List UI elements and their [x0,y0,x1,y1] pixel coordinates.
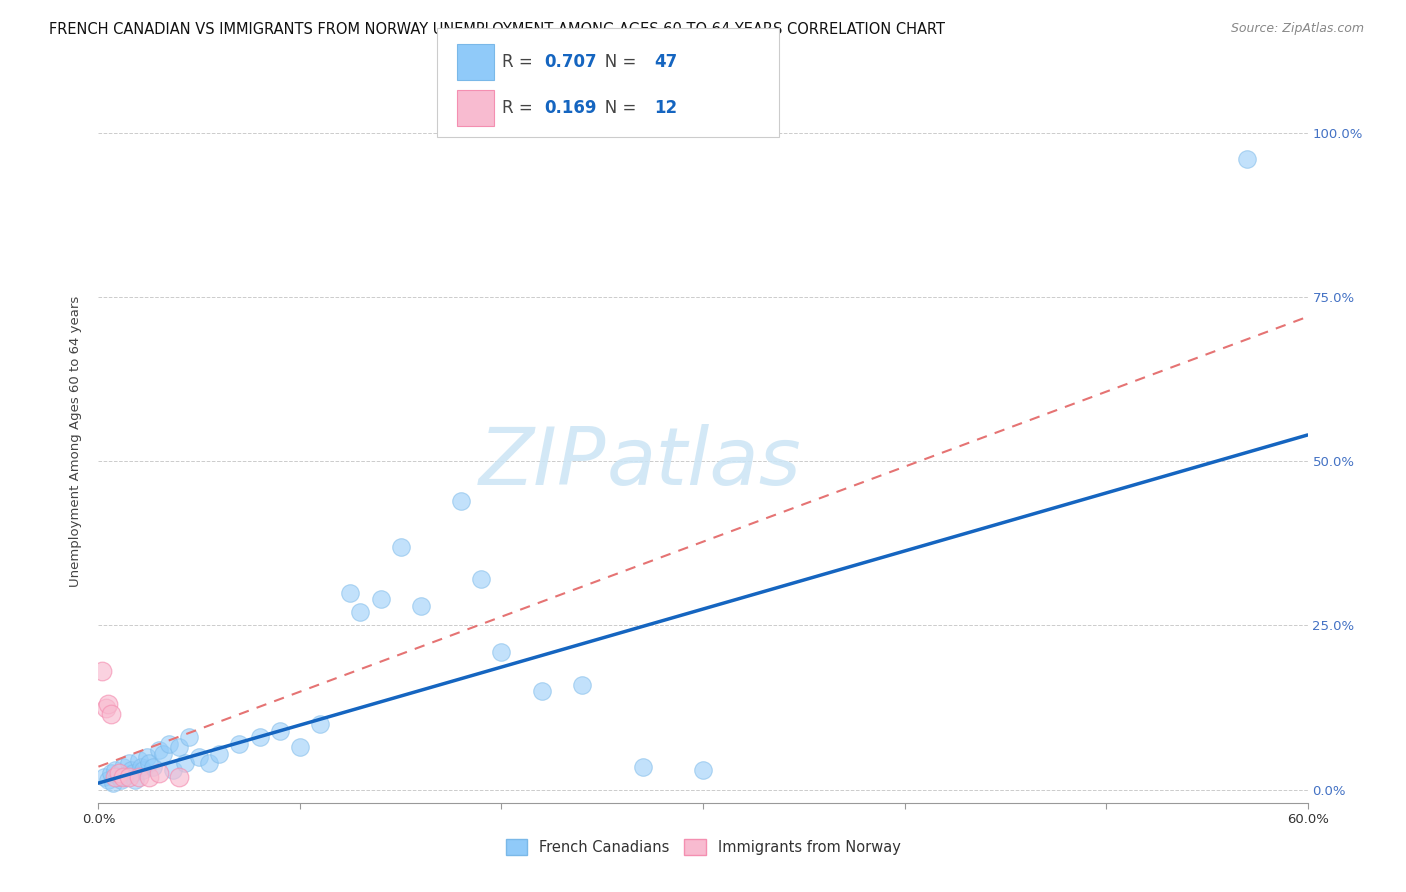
Point [138,770,160,784]
Point [118,756,141,771]
Point [228,737,250,751]
Point [142,760,165,774]
Text: N =: N = [589,53,641,71]
Point [470,573,492,587]
Point [167,739,190,754]
Text: FRENCH CANADIAN VS IMMIGRANTS FROM NORWAY UNEMPLOYMENT AMONG AGES 60 TO 64 YEARS: FRENCH CANADIAN VS IMMIGRANTS FROM NORWA… [49,22,945,37]
Point [91,665,114,679]
Point [167,770,190,784]
Point [111,760,134,774]
Text: R =: R = [502,53,538,71]
Point [179,730,201,744]
Point [631,760,654,774]
Point [148,766,170,780]
Point [530,684,553,698]
Point [162,763,184,777]
Point [103,763,125,777]
Text: N =: N = [589,99,641,117]
Point [389,540,412,554]
Text: 0.169: 0.169 [544,99,596,117]
Point [97,772,120,787]
Point [128,753,150,767]
Point [96,700,118,714]
Text: 12: 12 [654,99,676,117]
Point [249,730,271,744]
Point [101,776,124,790]
Point [138,756,160,771]
Point [121,766,143,780]
Point [571,677,593,691]
Point [114,770,136,784]
Point [692,763,714,777]
Text: R =: R = [502,99,538,117]
Point [128,770,150,784]
Text: atlas: atlas [606,425,801,502]
Point [288,739,311,754]
Point [100,707,122,722]
Point [174,756,197,771]
Point [100,766,122,780]
Text: 47: 47 [654,53,678,71]
Text: ZIP: ZIP [479,425,606,502]
Y-axis label: Unemployment Among Ages 60 to 64 years: Unemployment Among Ages 60 to 64 years [69,296,83,587]
Point [188,749,211,764]
Point [124,772,146,787]
Point [1236,152,1258,166]
Point [349,605,371,619]
Point [152,747,174,761]
Point [107,770,129,784]
Point [118,770,141,784]
Point [409,599,432,613]
Point [491,645,513,659]
Point [339,585,361,599]
Point [309,717,332,731]
Point [135,749,157,764]
Point [107,766,129,780]
Point [450,493,472,508]
Point [129,760,152,774]
Point [103,770,125,784]
Point [208,747,231,761]
Point [132,763,155,777]
Point [110,772,132,787]
Point [120,763,142,777]
Point [269,723,291,738]
Point [111,770,134,784]
Text: 0.707: 0.707 [544,53,596,71]
Point [157,737,180,751]
Point [370,592,392,607]
Point [93,770,115,784]
Point [198,756,221,771]
Legend: French Canadians, Immigrants from Norway: French Canadians, Immigrants from Norway [499,833,907,861]
Point [148,743,170,757]
Point [97,698,120,712]
Text: Source: ZipAtlas.com: Source: ZipAtlas.com [1230,22,1364,36]
